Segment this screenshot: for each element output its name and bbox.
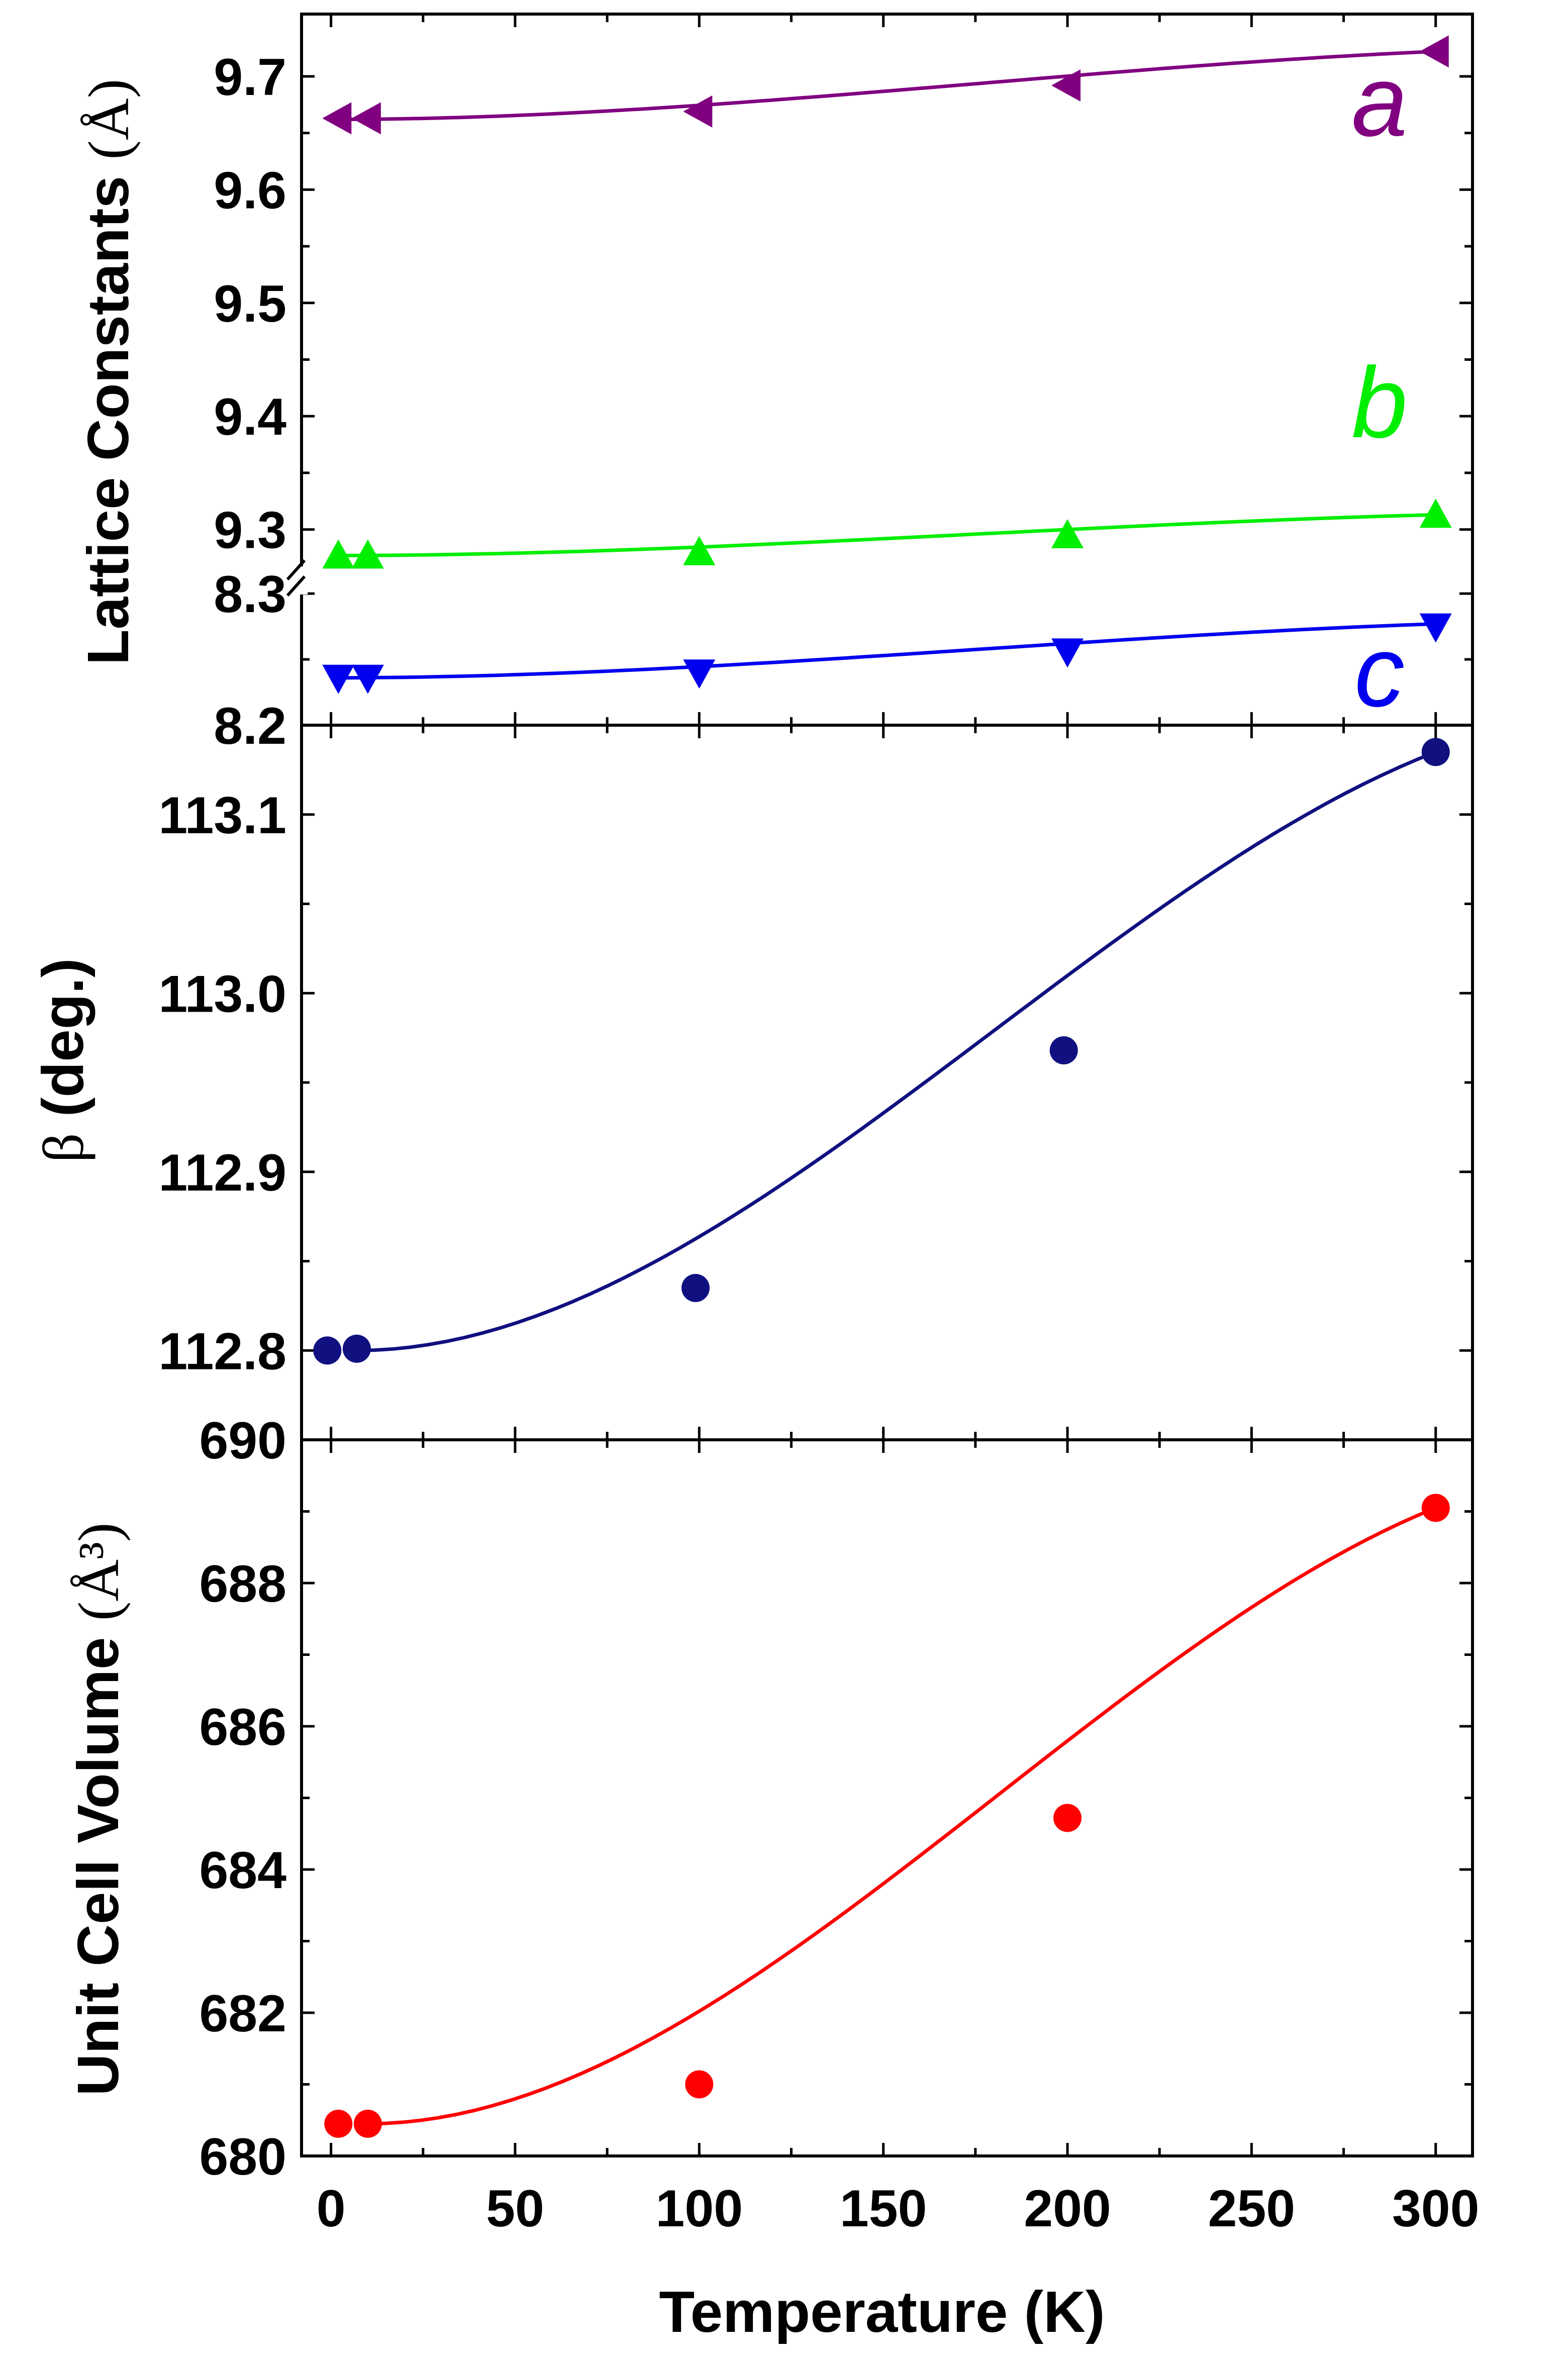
data-point-beta [1421,738,1450,766]
data-point-volume [353,2109,382,2138]
data-point-c [351,664,384,694]
data-point-c [1051,638,1084,668]
data-point-volume [1421,1494,1450,1522]
x-tick-label: 50 [486,2180,544,2238]
lattice-constants-panel: 9.3 9.4 9.5 9.6 9.7 8.2 8.3 a b c [214,13,1474,755]
y-tick-label: 113.1 [158,786,286,845]
series-label-c: c [1354,616,1405,728]
axis-break-mark [286,575,306,597]
beta-axis-title: β (deg.) [30,958,96,1163]
y-tick-label: 112.8 [158,1322,286,1381]
series-label-a: a [1351,45,1407,157]
data-point-a [1051,69,1081,102]
axis-break-mark [286,559,306,581]
beta-symbol: β [32,1133,96,1162]
data-point-b [1051,519,1084,548]
data-point-a [351,102,381,135]
y-tick-label: 9.7 [214,48,286,107]
data-point-beta [1049,1036,1078,1065]
y-tick-label: 9.5 [214,275,286,333]
y-tick-label: 9.3 [214,502,286,560]
x-tick-label: 250 [1208,2180,1296,2238]
data-point-volume [685,2070,714,2099]
y-tick-label: 680 [199,2128,286,2186]
y-tick-label: 8.3 [214,565,286,624]
data-point-c [1419,613,1452,643]
fit-line-c [331,622,1436,680]
lattice-panel-frame [300,13,1474,727]
y-tick-label: 112.9 [158,1144,286,1202]
data-point-beta [342,1334,371,1363]
lattice-constants-unit: (Å) [77,79,141,160]
x-tick-label: 300 [1392,2180,1480,2238]
unit-cell-volume-axis-title: Unit Cell Volume (Å³) [65,1522,131,2096]
data-point-b [683,536,716,565]
series-label-b: b [1351,347,1407,459]
data-point-b [351,539,384,569]
y-tick-label: 113.0 [158,965,286,1023]
y-tick-label: 686 [199,1698,286,1756]
data-point-volume [324,2109,353,2138]
fit-line-beta [356,750,1437,1352]
y-tick-label: 9.6 [214,161,286,220]
y-tick-label: 9.4 [214,388,286,446]
data-point-beta [313,1336,342,1365]
fit-line-a [331,49,1436,122]
beta-angle-panel: 112.8 112.9 113.0 113.1 [158,724,1474,1441]
y-tick-label: 8.2 [214,697,286,755]
data-point-a [322,102,352,135]
data-point-a [1419,35,1449,68]
data-point-beta [681,1273,710,1302]
data-point-volume [1053,1804,1082,1832]
x-tick-label: 0 [317,2180,346,2238]
y-tick-label: 688 [199,1555,286,1613]
data-point-b [322,539,355,569]
volume-panel-frame [300,1438,1474,2157]
data-point-a [683,95,713,128]
data-point-c [683,659,716,689]
unit-cell-volume-panel: 680 682 684 686 688 690 0 50 100 150 200 250 300 [199,1412,1479,2238]
x-axis-title: Temperature (K) [659,2279,1105,2344]
y-tick-label: 682 [199,1985,286,2043]
fit-line-b [331,513,1436,557]
lattice-constants-axis-title: Lattice Constants (Å) [75,79,141,665]
fit-line-volume [367,1506,1437,2126]
y-tick-label: 690 [199,1412,286,1470]
x-tick-label: 100 [656,2180,743,2238]
data-point-c [322,664,355,694]
x-tick-label: 200 [1024,2180,1111,2238]
data-point-b [1419,499,1452,528]
x-tick-label: 150 [840,2180,927,2238]
y-tick-label: 684 [199,1841,286,1900]
unit-cell-volume-unit: (Å³) [67,1522,131,1621]
